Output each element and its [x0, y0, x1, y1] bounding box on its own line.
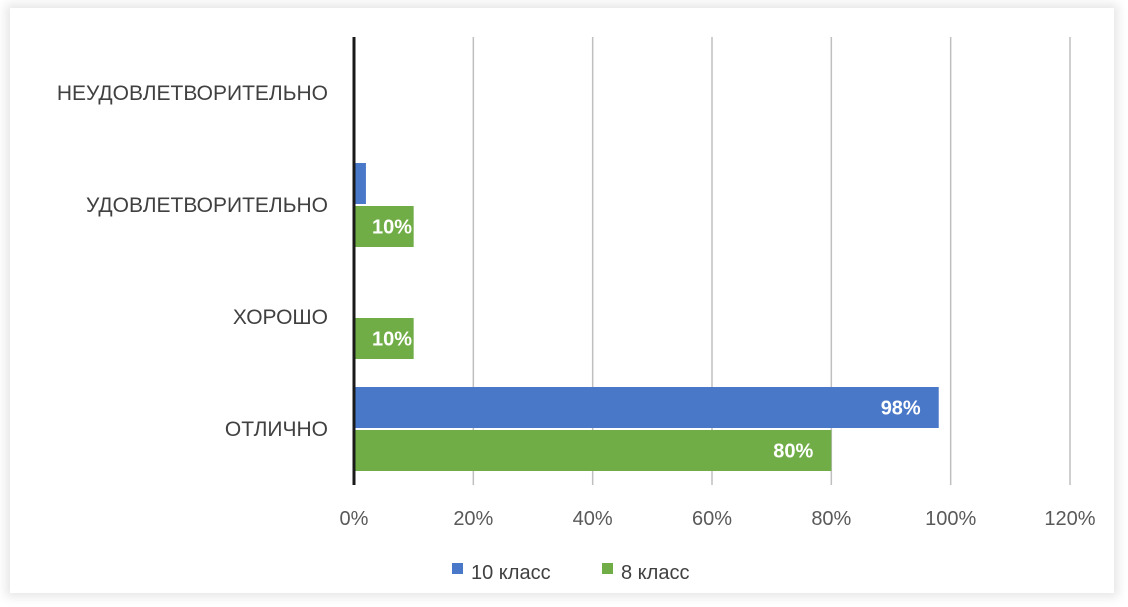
- data-label: 0%: [372, 62, 401, 84]
- x-tick-label: 60%: [692, 508, 732, 530]
- category-label: ХОРОШО: [233, 306, 328, 329]
- data-label: 10%: [372, 329, 412, 351]
- bar: [354, 430, 832, 471]
- data-label: 2%: [372, 174, 401, 196]
- bar: [354, 163, 366, 204]
- chart-frame: [10, 8, 1114, 593]
- x-tick-label: 80%: [811, 508, 851, 530]
- bar: [354, 318, 414, 359]
- legend-swatch: [452, 563, 463, 574]
- category-label: НЕУДОВЛЕТВОРИТЕЛЬНО: [57, 82, 328, 105]
- bar: [354, 206, 414, 247]
- bar: [354, 387, 939, 428]
- data-label: 0%: [372, 286, 401, 308]
- legend-label: 8 класс: [621, 562, 689, 584]
- x-tick-label: 0%: [340, 508, 369, 530]
- x-tick-label: 40%: [573, 508, 613, 530]
- data-label: 80%: [773, 441, 813, 463]
- category-label: ОТЛИЧНО: [225, 418, 328, 441]
- data-label: 0%: [372, 105, 401, 127]
- category-label: УДОВЛЕТВОРИТЕЛЬНО: [86, 194, 328, 217]
- data-label: 98%: [881, 398, 921, 420]
- data-label: 10%: [372, 217, 412, 239]
- legend-swatch: [602, 563, 613, 574]
- x-tick-label: 100%: [925, 508, 976, 530]
- x-tick-label: 20%: [453, 508, 493, 530]
- legend-label: 10 класс: [471, 562, 551, 584]
- x-tick-label: 120%: [1044, 508, 1095, 530]
